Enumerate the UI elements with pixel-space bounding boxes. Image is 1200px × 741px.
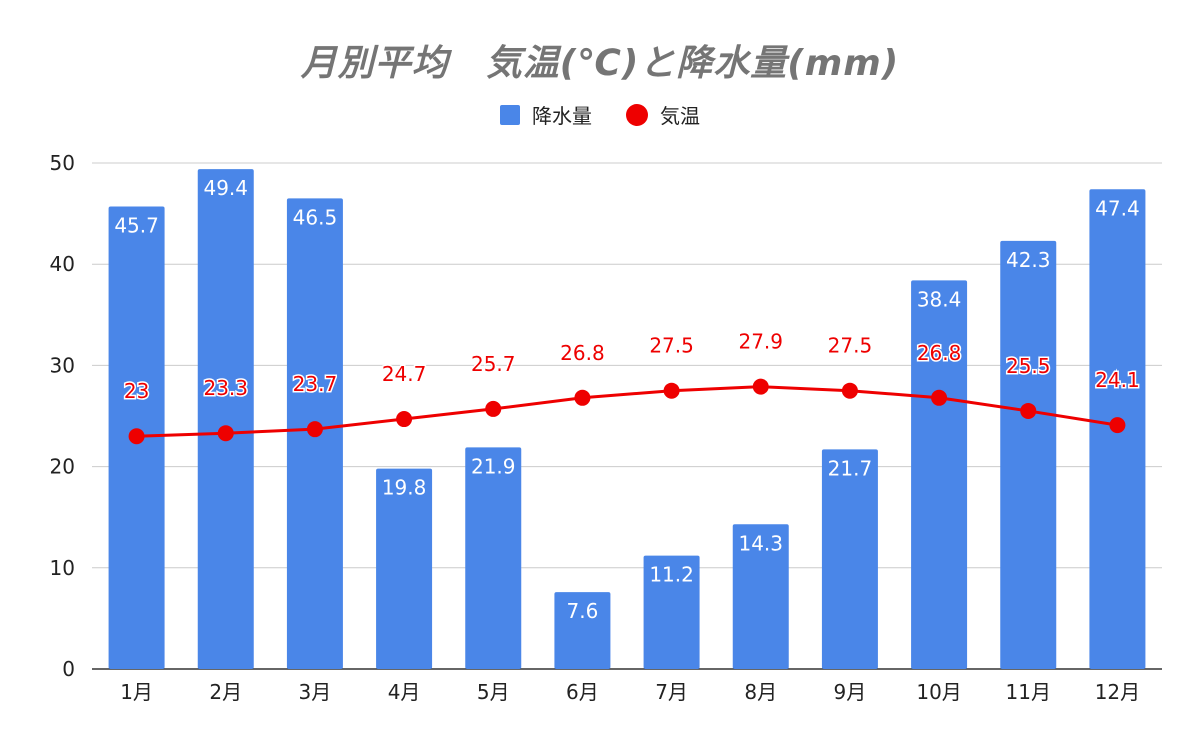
point-temperature [574, 389, 591, 406]
point-data-label: 25.7 [471, 352, 516, 376]
legend-swatch-temperature [626, 103, 648, 126]
point-data-label: 26.8 [560, 341, 605, 365]
x-tick-label: 1月 [120, 680, 153, 704]
point-data-label: 27.5 [649, 334, 694, 358]
point-temperature [306, 421, 323, 438]
bar-precipitation [821, 449, 878, 669]
x-tick-label: 2月 [209, 680, 242, 704]
x-tick-label: 12月 [1095, 680, 1140, 704]
bar-data-label: 46.5 [293, 205, 338, 229]
legend-label-temperature: 気温 [660, 104, 700, 128]
point-temperature [663, 382, 680, 399]
point-data-label: 25.5 [1006, 354, 1051, 378]
point-data-label: 24.7 [382, 362, 427, 386]
y-tick-label: 30 [50, 353, 75, 377]
bar-precipitation [1000, 240, 1057, 669]
y-tick-label: 40 [50, 252, 75, 276]
point-data-label: 23.3 [203, 376, 248, 400]
point-temperature [485, 400, 502, 417]
bar-precipitation [732, 524, 789, 669]
point-temperature [396, 411, 413, 428]
bar-data-label: 49.4 [203, 176, 248, 200]
x-tick-label: 9月 [834, 680, 867, 704]
y-tick-label: 50 [50, 151, 75, 175]
bar-data-label: 21.7 [828, 456, 873, 480]
bar-data-label: 7.6 [567, 599, 599, 623]
legend: 降水量 気温 [0, 100, 1200, 129]
x-tick-label: 11月 [1006, 680, 1051, 704]
point-data-label: 27.5 [828, 334, 873, 358]
legend-item-temperature: 気温 [626, 100, 700, 129]
bar-precipitation [554, 592, 611, 669]
bar-data-label: 38.4 [917, 287, 962, 311]
x-tick-label: 4月 [388, 680, 421, 704]
x-tick-label: 8月 [744, 680, 777, 704]
bar-data-label: 45.7 [114, 214, 159, 238]
point-temperature [931, 389, 948, 406]
point-data-label: 23 [124, 379, 149, 403]
legend-item-precipitation: 降水量 [500, 100, 592, 129]
bar-precipitation [197, 169, 254, 669]
bar-data-label: 42.3 [1006, 248, 1051, 272]
bar-data-label: 21.9 [471, 454, 516, 478]
bar-data-label: 11.2 [649, 563, 694, 587]
point-data-label: 26.8 [917, 341, 962, 365]
point-temperature [1020, 402, 1037, 419]
point-temperature [841, 382, 858, 399]
point-data-label: 24.1 [1095, 368, 1140, 392]
point-temperature [217, 425, 234, 442]
line-temperature [136, 385, 1118, 438]
x-tick-label: 7月 [655, 680, 688, 704]
point-temperature [128, 428, 145, 445]
y-tick-label: 20 [50, 455, 75, 479]
point-temperature [752, 378, 769, 395]
bar-precipitation [376, 468, 433, 669]
legend-label-precipitation: 降水量 [532, 104, 592, 128]
x-tick-label: 5月 [477, 680, 510, 704]
bar-data-label: 19.8 [382, 476, 427, 500]
x-tick-label: 3月 [299, 680, 332, 704]
legend-swatch-precipitation [500, 104, 520, 125]
bar-data-label: 47.4 [1095, 196, 1140, 220]
y-tick-label: 0 [62, 657, 75, 681]
x-tick-label: 6月 [566, 680, 599, 704]
chart-title: 月別平均 気温(℃)と降水量(mm) [300, 43, 900, 84]
bar-precipitation [643, 555, 700, 669]
point-data-label: 27.9 [738, 330, 783, 354]
bar-precipitation [911, 280, 968, 669]
x-tick-label: 10月 [916, 680, 961, 704]
bar-data-label: 14.3 [738, 531, 783, 555]
point-temperature [1109, 417, 1126, 434]
bar-precipitation [465, 447, 522, 669]
point-data-label: 23.7 [293, 372, 338, 396]
y-tick-label: 10 [50, 556, 75, 580]
